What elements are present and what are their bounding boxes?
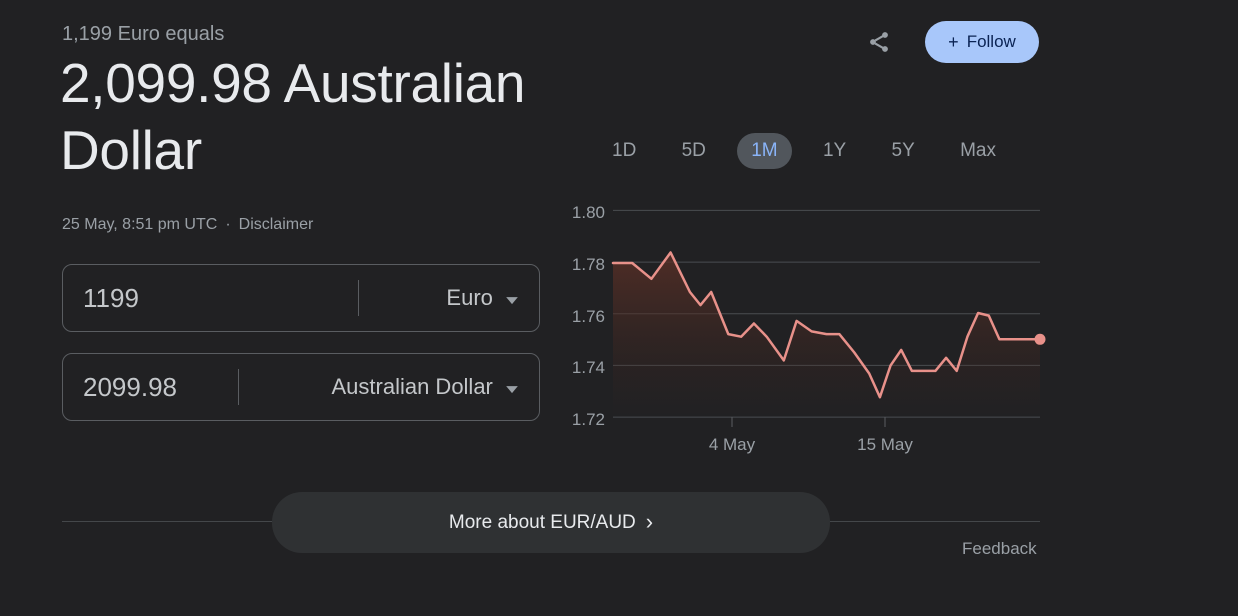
svg-text:1.80: 1.80 — [572, 203, 605, 222]
svg-text:15 May: 15 May — [857, 435, 913, 454]
svg-text:4 May: 4 May — [709, 435, 756, 454]
svg-text:1.72: 1.72 — [572, 410, 605, 429]
svg-text:1.78: 1.78 — [572, 255, 605, 274]
svg-text:1.74: 1.74 — [572, 358, 605, 377]
svg-text:1.76: 1.76 — [572, 307, 605, 326]
